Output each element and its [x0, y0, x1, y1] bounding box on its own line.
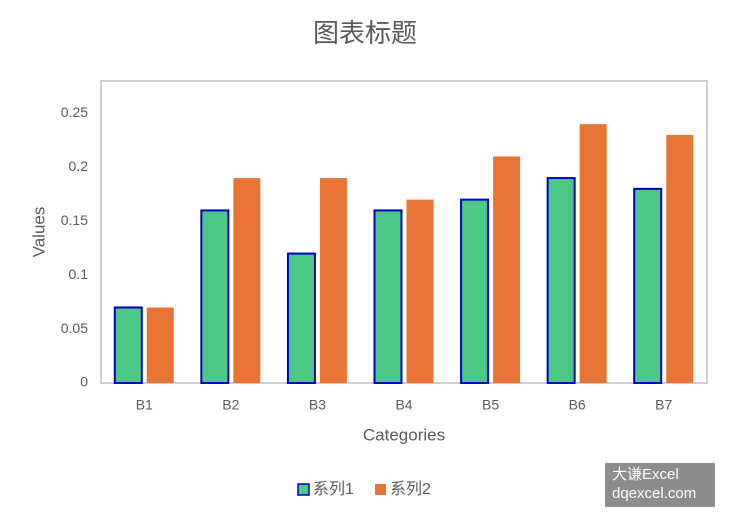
legend-swatch: [297, 483, 310, 496]
legend-swatch: [375, 484, 386, 495]
watermark-text: 大谦Excel: [612, 466, 679, 483]
bar: [373, 209, 403, 384]
bar: [633, 187, 663, 384]
x-tick-label: B2: [222, 397, 239, 413]
bar: [286, 252, 316, 384]
x-tick-label: B3: [309, 397, 326, 413]
y-tick-label: 0.25: [61, 104, 88, 120]
y-tick-label: 0.05: [61, 320, 88, 336]
legend-label: 系列2: [390, 480, 431, 498]
bar: [666, 134, 694, 383]
x-tick-label: B7: [655, 397, 672, 413]
bar: [146, 307, 174, 383]
bar: [546, 177, 576, 384]
chart-title: 图表标题: [313, 18, 417, 48]
bar: [319, 178, 347, 383]
bar: [406, 199, 434, 383]
x-tick-label: B1: [136, 397, 153, 413]
x-tick-label: B6: [569, 397, 586, 413]
y-tick-label: 0: [80, 374, 88, 390]
y-tick-label: 0.2: [69, 158, 89, 174]
x-tick-label: B5: [482, 397, 499, 413]
watermark-text: dqexcel.com: [612, 485, 696, 502]
bar: [460, 198, 490, 384]
bar: [493, 156, 521, 383]
y-tick-label: 0.1: [69, 266, 89, 282]
x-axis-title: Categories: [363, 425, 445, 444]
watermark-box: [605, 463, 715, 507]
y-tick-label: 0.15: [61, 212, 88, 228]
bar: [233, 178, 261, 383]
legend-label: 系列1: [313, 480, 354, 498]
x-tick-label: B4: [395, 397, 412, 413]
plot-frame: [100, 80, 708, 384]
y-axis-title: Values: [29, 207, 48, 258]
bar: [200, 209, 230, 384]
bar: [579, 124, 607, 384]
bar: [113, 306, 143, 384]
